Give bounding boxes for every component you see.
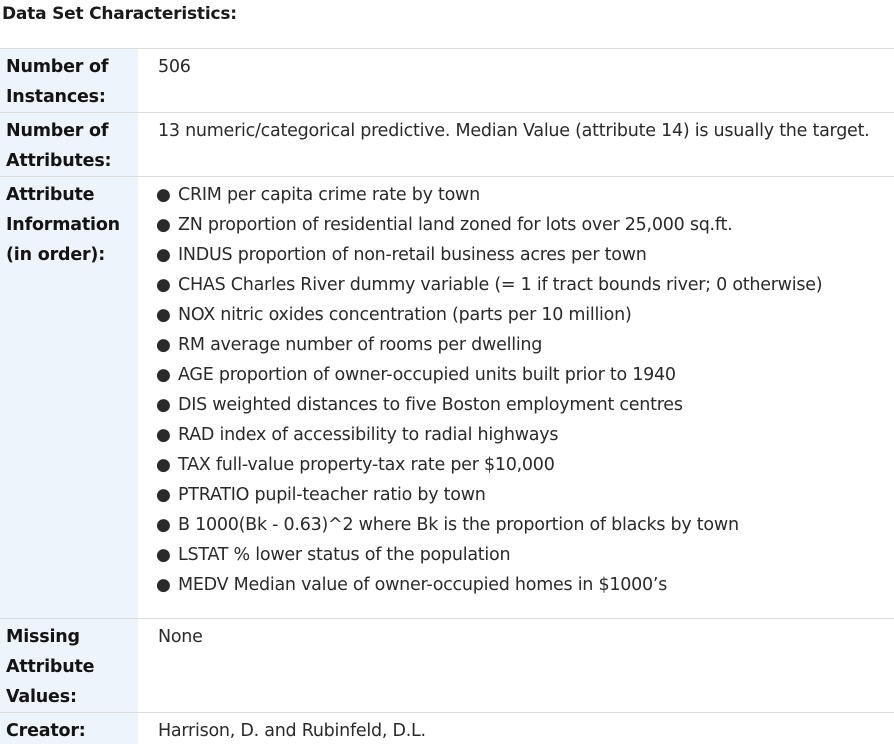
row-value: ● CRIM per capita crime rate by town ● ZN p… xyxy=(138,177,894,619)
list-item-text: RM average number of rooms per dwelling xyxy=(178,335,543,355)
list-item: ● RM average number of rooms per dwelling xyxy=(149,330,894,360)
row-value: 506 xyxy=(158,57,191,77)
list-item-text: CHAS Charles River dummy variable (= 1 i… xyxy=(178,275,823,295)
row-label: Attribute Information (in order): xyxy=(0,176,138,619)
row-missing-attribute-values: Missing Attribute Values: None xyxy=(0,618,894,713)
list-item: ● B 1000(Bk - 0.63)^2 where Bk is the pro… xyxy=(149,510,894,540)
list-item: ● MEDV Median value of owner-occupied hom… xyxy=(149,570,894,600)
list-item: ● INDUS proportion of non-retail business… xyxy=(149,240,894,270)
list-item-text: CRIM per capita crime rate by town xyxy=(178,185,480,205)
bullet-icon: ● xyxy=(156,485,171,505)
list-item: ● TAX full-value property-tax rate per $1… xyxy=(149,450,894,480)
list-item-text: B 1000(Bk - 0.63)^2 where Bk is the prop… xyxy=(178,515,739,535)
bullet-icon: ● xyxy=(156,545,171,565)
list-item-text: NOX nitric oxides concentration (parts p… xyxy=(178,305,632,325)
list-item: ● DIS weighted distances to five Boston e… xyxy=(149,390,894,420)
list-item: ● AGE proportion of owner-occupied units … xyxy=(149,360,894,390)
list-item-text: DIS weighted distances to five Boston em… xyxy=(178,395,683,415)
list-item-text: AGE proportion of owner-occupied units b… xyxy=(178,365,676,385)
list-item: ● PTRATIO pupil-teacher ratio by town xyxy=(149,480,894,510)
row-value: None xyxy=(158,627,203,647)
list-item-text: MEDV Median value of owner-occupied home… xyxy=(178,575,668,595)
row-label: Number of Attributes: xyxy=(0,112,138,177)
list-item: ● NOX nitric oxides concentration (parts … xyxy=(149,300,894,330)
list-item: ● CRIM per capita crime rate by town xyxy=(149,180,894,210)
bullet-icon: ● xyxy=(156,455,171,475)
list-item: ● LSTAT % lower status of the population xyxy=(149,540,894,570)
list-item-text: TAX full-value property-tax rate per $10… xyxy=(178,455,555,475)
bullet-icon: ● xyxy=(156,245,171,265)
list-item-text: ZN proportion of residential land zoned … xyxy=(178,215,733,235)
bullet-icon: ● xyxy=(156,305,171,325)
row-label: Creator: xyxy=(0,712,138,744)
list-item-text: RAD index of accessibility to radial hig… xyxy=(178,425,559,445)
row-creator: Creator: Harrison, D. and Rubinfeld, D.L… xyxy=(0,712,894,744)
bullet-icon: ● xyxy=(156,515,171,535)
bullet-icon: ● xyxy=(156,215,171,235)
bullet-icon: ● xyxy=(156,425,171,445)
list-item-text: LSTAT % lower status of the population xyxy=(178,545,511,565)
attribute-list: ● CRIM per capita crime rate by town ● ZN p… xyxy=(156,180,894,600)
bullet-icon: ● xyxy=(156,575,171,595)
row-attribute-information: Attribute Information (in order): ● CRIM … xyxy=(0,176,894,619)
bullet-icon: ● xyxy=(156,275,171,295)
list-item: ● ZN proportion of residential land zoned… xyxy=(149,210,894,240)
list-item-text: PTRATIO pupil-teacher ratio by town xyxy=(178,485,486,505)
list-item-text: INDUS proportion of non-retail business … xyxy=(178,245,647,265)
bullet-icon: ● xyxy=(156,335,171,355)
row-label: Number of Instances: xyxy=(0,48,138,113)
section-title: Data Set Characteristics: xyxy=(2,4,237,24)
row-value: 13 numeric/categorical predictive. Media… xyxy=(158,121,870,141)
row-value: Harrison, D. and Rubinfeld, D.L. xyxy=(158,721,426,741)
row-number-of-attributes: Number of Attributes: 13 numeric/categor… xyxy=(0,112,894,177)
row-label: Missing Attribute Values: xyxy=(0,618,138,713)
row-number-of-instances: Number of Instances: 506 xyxy=(0,48,894,113)
bullet-icon: ● xyxy=(156,365,171,385)
bullet-icon: ● xyxy=(156,395,171,415)
characteristics-table: Number of Instances: 506 Number of Attri… xyxy=(0,48,894,744)
list-item: ● RAD index of accessibility to radial hi… xyxy=(149,420,894,450)
bullet-icon: ● xyxy=(156,185,171,205)
list-item: ● CHAS Charles River dummy variable (= 1 … xyxy=(149,270,894,300)
